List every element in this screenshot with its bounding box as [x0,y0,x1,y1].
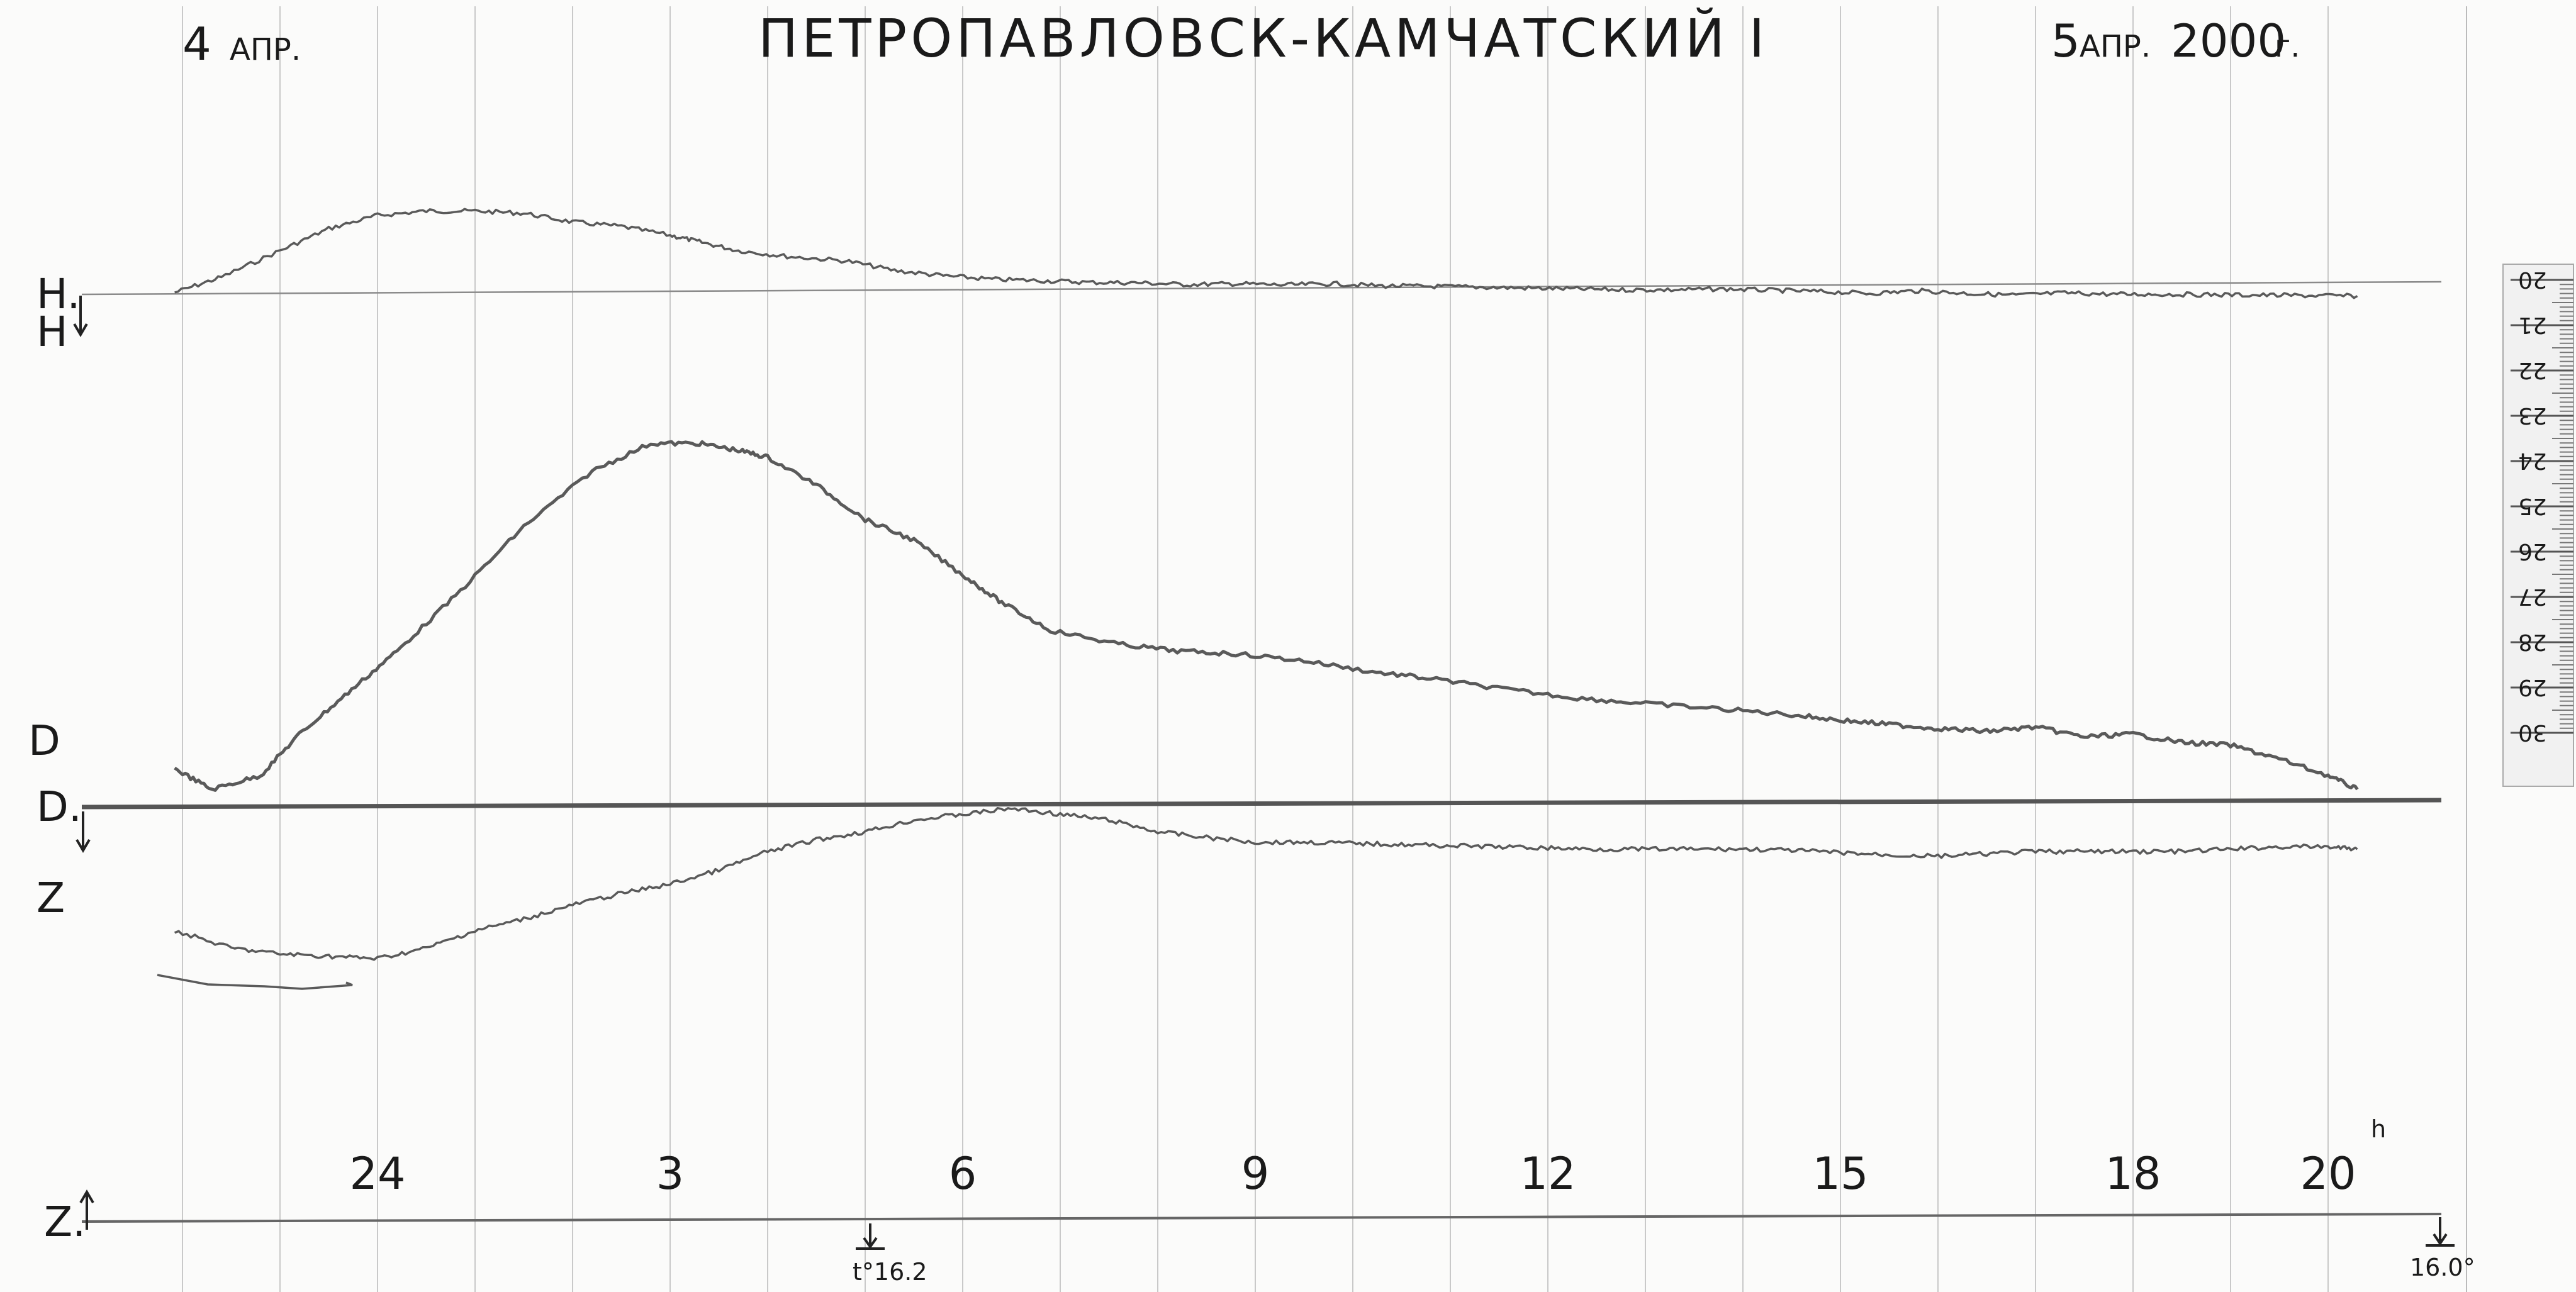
ruler-label-25: 25 [2518,493,2547,519]
temperature-start: t°16.2 [853,1258,927,1286]
hour-tick-labels: 24 3 6 9 12 15 18 20 [349,1148,2356,1200]
tick-label-15: 15 [1812,1148,1868,1200]
d-baseline [81,798,2442,810]
tick-label-12: 12 [1520,1148,1576,1200]
z-baseline [81,1213,2442,1223]
ruler-label-29: 29 [2518,674,2547,700]
h-baseline-arrow-icon [73,296,88,337]
label-d: D [28,716,60,765]
d-baseline-arrow-icon [76,811,91,853]
series-h-line [174,208,2358,299]
ruler-label-30: 30 [2518,720,2547,745]
ruler-label-27: 27 [2518,584,2547,610]
series-z-line [174,806,2358,961]
h-baseline [81,281,2442,296]
date-right-suffix: г. [2275,29,2300,64]
tick-label-20: 20 [2300,1148,2356,1200]
series-traces [157,208,2359,990]
tick-label-24: 24 [349,1148,405,1200]
ruler-label-20: 20 [2518,267,2547,292]
temperature-marker-end-icon [2426,1217,2455,1247]
ruler-label-22: 22 [2518,357,2547,383]
hour-grid [182,6,2467,1292]
temperature-marker-start-icon [856,1223,885,1250]
date-left-day: 4 [182,18,211,70]
temperature-end: 16.0° [2410,1254,2475,1281]
date-right-day: 5 [2051,14,2080,67]
hour-suffix: h [2371,1115,2386,1143]
label-h0: H. [36,270,80,318]
baselines [81,281,2442,1223]
page-title: ПЕТРОПАВЛОВСК-КАМЧАТСКИЙ I [758,8,1768,69]
ruler-label-26: 26 [2518,538,2547,564]
ruler-label-24: 24 [2518,448,2547,474]
tick-label-6: 6 [949,1148,977,1200]
tick-label-18: 18 [2105,1148,2161,1200]
ruler-label-21: 21 [2518,312,2547,338]
date-right-year: 2000 [2171,14,2286,67]
ruler-background [2502,264,2574,787]
date-left-month: АПР. [230,32,301,67]
ruler-label-28: 28 [2518,629,2547,655]
label-d0: D. [36,782,82,831]
ruler-label-23: 23 [2518,403,2547,428]
scale-ruler: 20 21 22 23 24 25 26 27 28 29 30 [2502,264,2574,787]
tick-label-3: 3 [656,1148,685,1200]
series-d-line [174,440,2359,792]
label-z0: Z. [44,1198,86,1246]
tick-label-9: 9 [1241,1148,1270,1200]
label-h: H [36,308,68,356]
label-z: Z [36,874,65,922]
date-right-month: АПР. [2080,29,2151,64]
series-z-fragment-line [157,974,353,990]
z-baseline-arrow-icon [79,1189,94,1230]
